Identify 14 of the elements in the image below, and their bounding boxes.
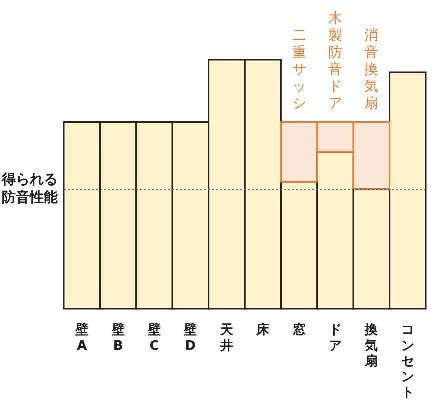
- x-tick-label: 壁C: [147, 322, 161, 354]
- x-tick-label: コンセント: [401, 323, 414, 401]
- x-tick-label: 壁A: [74, 322, 89, 354]
- ref-line-label: 得られる防音性能: [1, 172, 59, 206]
- x-tick-label: ドア: [329, 323, 342, 354]
- x-tick-label: 壁D: [183, 322, 198, 354]
- annotation: 木製防音ドア: [328, 10, 342, 112]
- x-tick-label: 壁B: [110, 322, 125, 354]
- annotation: 消音換気扇: [364, 28, 379, 112]
- x-tick-label: 床: [256, 322, 271, 338]
- x-tick-label: 天井: [219, 323, 234, 354]
- annotation: 二重サッシ: [292, 28, 306, 112]
- x-tick-label: 換気扇: [364, 323, 380, 370]
- x-tick-label: 窓: [292, 322, 306, 338]
